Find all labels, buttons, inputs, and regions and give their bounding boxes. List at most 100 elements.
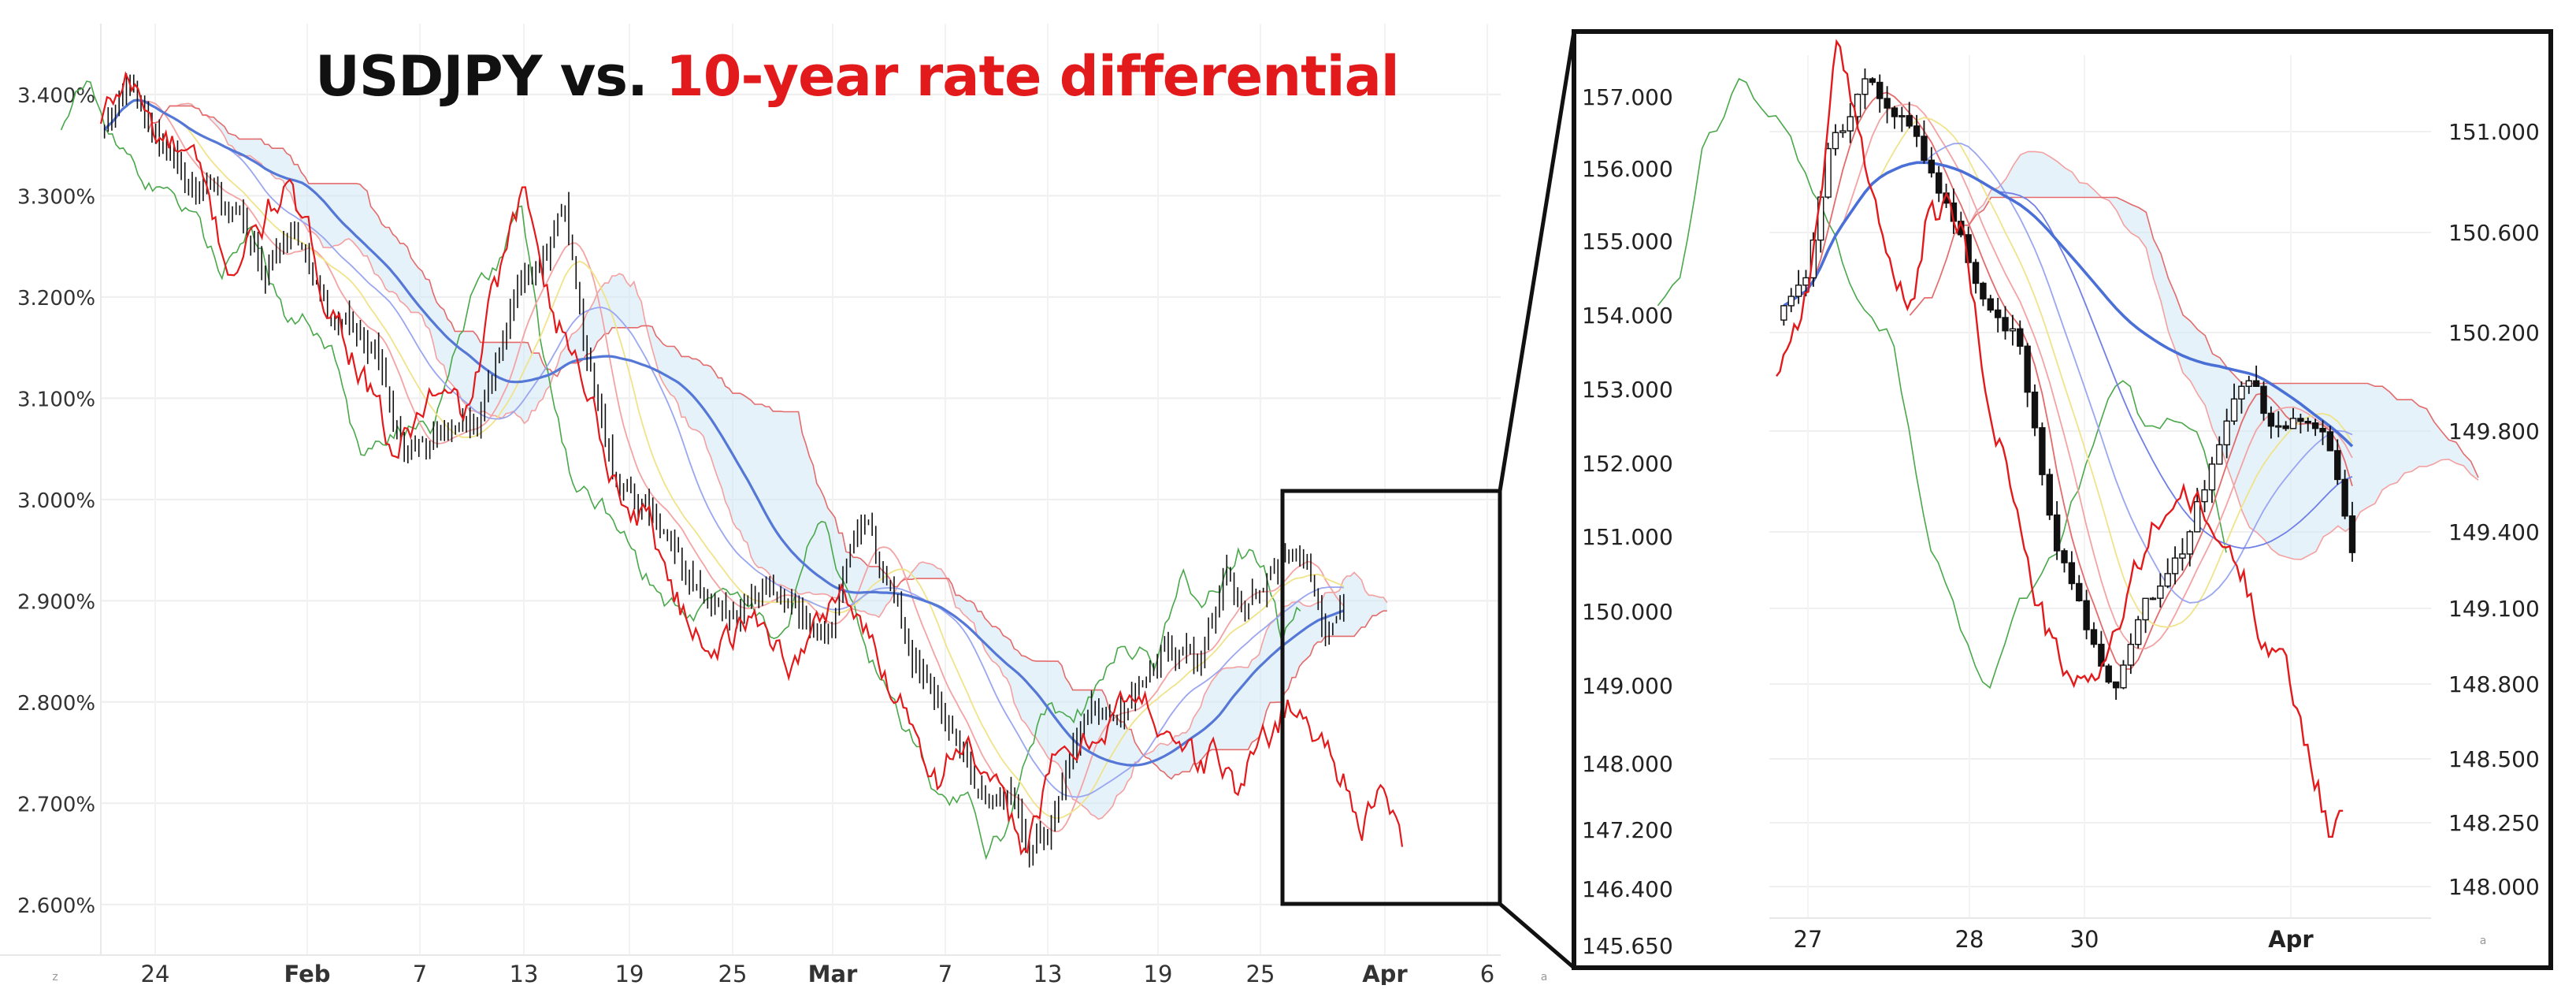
inset-left-tick-label: 151.000 — [1582, 524, 1673, 550]
moving-average-line — [1783, 161, 2354, 448]
candle-body — [2149, 597, 2157, 600]
candle-body — [2009, 328, 2017, 332]
inset-left-tick-label: 146.400 — [1582, 876, 1673, 902]
candle-body — [1854, 93, 1861, 117]
candle-body — [2238, 385, 2245, 400]
candle-body — [1787, 296, 1795, 307]
candle-body — [1861, 78, 1869, 95]
candle-body — [1810, 239, 1817, 279]
chart-title: USDJPY vs. 10-year rate differential — [315, 44, 1400, 109]
candle-body — [2179, 553, 2186, 559]
ichimoku-span-b — [147, 105, 1387, 780]
candle-body — [1935, 172, 1943, 194]
candle-body — [2304, 421, 2311, 424]
rate-differential-line — [1776, 39, 2344, 838]
title-part-rate-differential: 10-year rate differential — [666, 44, 1400, 109]
candle-body — [2024, 345, 2031, 393]
candle-body — [1913, 125, 1921, 137]
x-tick-label: Apr — [1362, 961, 1408, 985]
ichimoku-cloud — [147, 103, 1387, 820]
candle-body — [2230, 398, 2238, 422]
x-tick-label: 7 — [413, 961, 427, 985]
candle-body — [1847, 116, 1854, 132]
candle-body — [2031, 391, 2039, 429]
x-tick-label: Feb — [284, 961, 330, 985]
x-tick-label: 25 — [718, 961, 748, 985]
candle-body — [2275, 425, 2282, 428]
candle-body — [2039, 427, 2046, 475]
candle-body — [2260, 385, 2267, 415]
candle-body — [2326, 431, 2334, 452]
inset-left-tick-label: 157.000 — [1582, 84, 1673, 110]
x-tick-label: 19 — [615, 961, 644, 985]
candle-body — [2341, 478, 2348, 517]
candle-body — [2334, 450, 2341, 481]
candle-body — [1884, 98, 1891, 109]
candle-body — [1906, 115, 1913, 127]
zoom-highlight-box — [1280, 489, 1502, 906]
title-part-usdjpy: USDJPY vs. — [315, 44, 648, 109]
candle-body — [2157, 586, 2164, 599]
moving-average-line — [103, 99, 1345, 767]
inset-left-tick-label: 154.000 — [1582, 303, 1673, 329]
inset-right-tick-label: 150.600 — [2448, 220, 2540, 246]
main-chart-panel: 3.400%3.300%3.200%3.100%3.000%2.900%2.80… — [0, 24, 1548, 987]
x-tick-label: 13 — [510, 961, 539, 985]
candle-body — [1994, 309, 2002, 318]
candle-body — [2164, 573, 2171, 587]
candle-body — [2142, 597, 2149, 621]
x-tick-label: 13 — [1034, 961, 1063, 985]
candle-body — [2267, 412, 2275, 427]
candle-body — [2061, 550, 2068, 563]
candle-body — [1876, 81, 1884, 99]
inset-right-tick-label: 148.800 — [2448, 671, 2540, 697]
y-tick-label: 3.300% — [17, 185, 95, 209]
candle-body — [2252, 380, 2260, 387]
candle-body — [2002, 317, 2009, 332]
candle-body — [1921, 136, 1928, 161]
y-tick-label: 3.200% — [17, 287, 95, 310]
y-tick-label: 2.900% — [17, 590, 95, 614]
candle-body — [2083, 600, 2090, 630]
inset-left-tick-label: 150.000 — [1582, 599, 1673, 625]
inset-left-tick-label: 152.000 — [1582, 451, 1673, 477]
candle-body — [2289, 418, 2297, 429]
inset-right-tick-label: 149.400 — [2448, 519, 2540, 545]
candle-body — [2186, 531, 2194, 555]
ichimoku-lagging-span — [1657, 77, 2227, 690]
zoom-connector-line — [1498, 902, 1576, 969]
candle-body — [1869, 78, 1876, 84]
candle-body — [2223, 420, 2230, 446]
candle-body — [1980, 282, 1987, 299]
ichimoku-span-a — [147, 102, 1388, 820]
axis-corner-mark: z — [52, 971, 58, 983]
candle-body — [2171, 557, 2179, 574]
zoom-callout — [1280, 31, 1576, 969]
x-tick-label: Mar — [808, 961, 858, 985]
axis-corner-mark: a — [1541, 971, 1548, 983]
inset-left-tick-label: 145.650 — [1582, 933, 1673, 959]
inset-frame — [1572, 29, 2553, 970]
x-tick-label: 25 — [1246, 961, 1275, 985]
candle-body — [1987, 298, 1994, 311]
candle-body — [1795, 284, 1802, 297]
inset-left-tick-label: 153.000 — [1582, 377, 1673, 403]
y-tick-label: 2.700% — [17, 793, 95, 816]
inset-right-tick-label: 148.500 — [2448, 746, 2540, 772]
y-tick-label: 3.100% — [17, 388, 95, 411]
inset-right-tick-label: 150.200 — [2448, 320, 2540, 346]
y-tick-label: 2.800% — [17, 692, 95, 716]
inset-right-tick-label: 149.800 — [2448, 418, 2540, 444]
moving-average-line — [103, 99, 1344, 798]
candle-body — [2090, 629, 2098, 645]
candle-body — [2282, 425, 2289, 429]
candle-body — [2245, 380, 2252, 387]
candle-body — [2105, 665, 2112, 683]
ichimoku-span-b — [1909, 196, 2479, 478]
candle-body — [2053, 514, 2061, 552]
y-tick-label: 3.000% — [17, 489, 95, 513]
candle-body — [1891, 107, 1899, 117]
candle-body — [2193, 500, 2201, 533]
candle-body — [2311, 422, 2319, 429]
candle-body — [1899, 115, 1906, 117]
